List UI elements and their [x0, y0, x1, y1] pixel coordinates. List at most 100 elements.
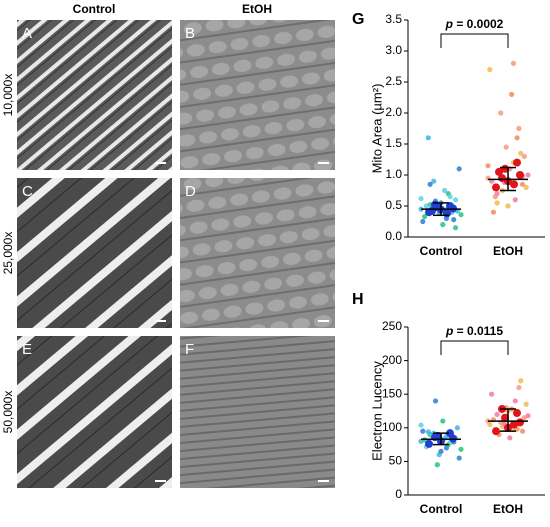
panel-letter: H — [352, 291, 364, 308]
significance-bracket — [440, 340, 509, 355]
scale-bars — [155, 162, 329, 482]
x-tick-label: Control — [420, 502, 463, 516]
data-point — [519, 428, 526, 434]
group-mean — [501, 164, 509, 173]
p-symbol: p — [445, 324, 453, 338]
data-point — [519, 181, 526, 187]
data-point — [509, 91, 515, 97]
panel-letter: G — [352, 11, 364, 28]
data-point — [505, 203, 511, 209]
row-label: 10,000x — [1, 74, 15, 117]
data-point — [487, 421, 493, 428]
data-point — [512, 197, 518, 203]
group-mean — [443, 209, 451, 218]
data-point — [494, 411, 500, 417]
data-point — [514, 135, 520, 141]
y-tick-label: 100 — [382, 420, 402, 434]
data-point — [518, 150, 524, 156]
data-point — [420, 218, 426, 225]
y-axis-label: Electron Lucency — [369, 361, 384, 461]
y-tick-label: 3.5 — [385, 12, 402, 26]
data-point — [427, 181, 433, 187]
data-point — [456, 455, 462, 461]
column-header: EtOH — [242, 2, 272, 16]
p-symbol: p — [445, 17, 453, 31]
data-point — [422, 213, 428, 220]
data-point — [503, 144, 509, 150]
y-tick-label: 200 — [382, 353, 402, 367]
row-label: 50,000x — [1, 391, 15, 434]
data-point — [489, 391, 495, 397]
data-point — [510, 60, 517, 66]
data-point — [521, 153, 527, 159]
data-point — [507, 435, 513, 441]
p-text: = 0.0002 — [456, 17, 503, 31]
data-point — [432, 398, 439, 404]
data-point — [516, 125, 522, 132]
micrograph — [180, 336, 335, 488]
y-tick-label: 2.0 — [385, 105, 402, 119]
group-mean — [446, 202, 454, 210]
data-point — [418, 195, 424, 202]
micrographs — [17, 20, 335, 488]
micrograph — [17, 336, 172, 488]
micrograph — [180, 178, 335, 328]
data-point — [485, 163, 491, 169]
micrograph — [180, 20, 335, 170]
p-text: = 0.0115 — [457, 324, 504, 338]
data-point — [492, 194, 498, 200]
x-tick-label: EtOH — [493, 502, 523, 516]
data-point — [440, 222, 446, 228]
data-point — [487, 67, 493, 73]
data-point — [494, 200, 500, 206]
data-point — [525, 413, 531, 419]
y-tick-label: 1.5 — [385, 136, 402, 150]
data-point — [498, 110, 504, 116]
group-mean — [501, 413, 509, 422]
data-point — [425, 135, 431, 141]
y-tick-label: 50 — [389, 454, 403, 468]
group-mean — [431, 433, 439, 442]
group-mean — [446, 429, 454, 438]
y-tick-label: 150 — [382, 386, 402, 400]
group-mean — [495, 167, 503, 176]
y-tick-label: 250 — [382, 319, 402, 333]
group-mean — [425, 439, 433, 448]
p-value: p = 0.0115 — [445, 324, 503, 338]
data-point — [431, 178, 437, 184]
data-point — [442, 187, 448, 194]
data-point — [438, 448, 444, 454]
y-tick-label: 3.0 — [385, 43, 402, 57]
data-point — [452, 225, 459, 231]
group-mean — [492, 427, 500, 436]
y-tick-label: 0 — [395, 487, 402, 501]
p-value: p = 0.0002 — [445, 17, 504, 31]
data-point — [518, 378, 524, 384]
data-point — [440, 418, 446, 424]
x-tick-label: EtOH — [493, 244, 523, 258]
data-point — [434, 462, 440, 468]
data-point — [523, 401, 529, 407]
panel-letter: C — [22, 183, 33, 200]
micrograph — [17, 178, 172, 328]
panel-letters: A B C D E F — [22, 25, 196, 358]
micrograph — [17, 20, 172, 170]
y-tick-label: 0.5 — [385, 198, 402, 212]
data-point — [418, 422, 424, 428]
group-mean — [516, 171, 524, 179]
data-point — [420, 428, 426, 434]
data-point — [454, 425, 460, 431]
panel-letter: F — [185, 341, 194, 358]
panel-letter: D — [185, 183, 196, 200]
x-tick-label: Control — [420, 244, 463, 258]
group-mean — [513, 409, 521, 418]
y-tick-label: 0.0 — [385, 229, 402, 243]
data-point — [456, 166, 462, 172]
group-mean — [428, 206, 436, 215]
data-point — [516, 384, 522, 391]
y-tick-label: 2.5 — [385, 74, 402, 88]
y-tick-label: 1.0 — [385, 167, 402, 181]
data-point — [458, 446, 464, 452]
panel-letter: E — [22, 341, 32, 358]
